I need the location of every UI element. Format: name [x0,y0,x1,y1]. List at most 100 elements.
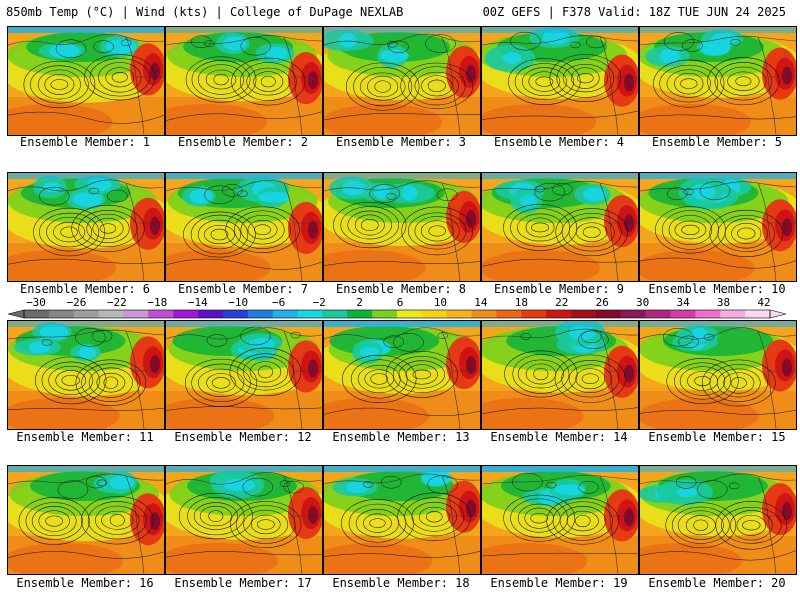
ensemble-map-panel [639,26,797,136]
colorbar-tick-label: 22 [555,296,569,309]
colorbar-segment [148,310,174,318]
temperature-map [166,173,322,281]
ensemble-map-panel [165,320,323,430]
ensemble-map-panel [481,320,639,430]
colorbar-segment [670,310,696,318]
colorbar-tick-label: −30 [26,296,46,309]
colorbar-segment [297,310,323,318]
colorbar-tick-label: −14 [187,296,208,309]
ensemble-map-panel [481,172,639,282]
colorbar-segment [372,310,398,318]
colorbar-tick-label: 2 [356,296,363,309]
ensemble-map-panel [7,26,165,136]
ensemble-map-panel [323,172,481,282]
colorbar-segment [695,310,721,318]
colorbar-tick-label: −2 [312,296,326,309]
temperature-map [324,466,480,574]
colorbar-segment [272,310,298,318]
ensemble-map-panel [639,320,797,430]
colorbar-segment [24,310,50,318]
ensemble-map-panel [481,26,639,136]
panel-caption: Ensemble Member: 13 [332,430,470,444]
ensemble-map-panel [323,320,481,430]
colorbar-segment [73,310,99,318]
ensemble-map-panel [165,26,323,136]
temperature-map [482,321,638,429]
colorbar-tick-label: 30 [636,296,650,309]
colorbar-tick-label: −22 [106,296,127,309]
colorbar-tick-label: −18 [147,296,168,309]
colorbar-segment [620,310,647,318]
temperature-map [640,173,796,281]
colorbar-segment [645,310,671,318]
panel-caption: Ensemble Member: 19 [490,576,628,590]
temperature-map [166,466,322,574]
colorbar-segment [322,310,348,318]
temperature-map [8,27,164,135]
panel-caption: Ensemble Member: 8 [335,282,467,296]
ensemble-map-panel [481,465,639,575]
temperature-map [482,466,638,574]
panel-caption: Ensemble Member: 1 [19,135,151,149]
model-run-info: 00Z GEFS | F378 Valid: 18Z TUE JUN 24 20… [482,5,786,19]
panel-caption: Ensemble Member: 16 [16,576,154,590]
colorbar-segment [198,310,224,318]
colorbar-segment [496,310,522,318]
temperature-map [640,466,796,574]
panel-caption: Ensemble Member: 5 [651,135,783,149]
colorbar-tick-label: −10 [228,296,249,309]
panel-caption: Ensemble Member: 7 [177,282,309,296]
colorbar-segment [48,310,75,318]
colorbar-segment [595,310,622,318]
temperature-map [482,27,638,135]
panel-caption: Ensemble Member: 10 [648,282,786,296]
colorbar-segment [720,310,746,318]
panel-caption: Ensemble Member: 4 [493,135,625,149]
ensemble-map-panel [639,465,797,575]
colorbar-right-arrow [769,309,787,319]
colorbar-tick-label: 14 [474,296,488,309]
colorbar-segment [98,310,124,318]
panel-caption: Ensemble Member: 14 [490,430,628,444]
colorbar-tick-label: 6 [396,296,404,309]
colorbar-tick-label: 10 [433,296,448,309]
ensemble-map-panel [639,172,797,282]
panel-caption: Ensemble Member: 9 [493,282,625,296]
panel-caption: Ensemble Member: 2 [177,135,309,149]
panel-caption: Ensemble Member: 20 [648,576,786,590]
colorbar-left-arrow [7,309,25,319]
colorbar-tick-label: 34 [676,296,690,309]
panel-caption: Ensemble Member: 18 [332,576,470,590]
ensemble-map-panel [7,172,165,282]
temperature-colorbar: −30 −26 −22 −18 −14 −10 −6 −2 2 6 10 14 18 22 26 30 34 38… [0,296,800,322]
colorbar-segment [247,310,274,318]
colorbar-tick-label: 26 [595,296,609,309]
temperature-map [640,321,796,429]
colorbar-segment [347,310,373,318]
ensemble-map-panel [323,465,481,575]
temperature-map [8,466,164,574]
ensemble-map-panel [7,320,165,430]
colorbar-segment [571,310,597,318]
colorbar-segment [123,310,149,318]
panel-caption: Ensemble Member: 12 [174,430,312,444]
colorbar-scale [7,309,787,319]
temperature-map [166,321,322,429]
ensemble-map-panel [323,26,481,136]
colorbar-segment [222,310,249,318]
colorbar-segment [521,310,547,318]
temperature-map [324,173,480,281]
colorbar-segment [471,310,497,318]
colorbar-segment [421,310,448,318]
colorbar-segment [397,310,423,318]
temperature-map [482,173,638,281]
ensemble-map-panel [7,465,165,575]
ensemble-map-panel [165,465,323,575]
temperature-map [324,321,480,429]
panel-caption: Ensemble Member: 11 [16,430,154,444]
colorbar-tick-label: 38 [716,296,731,309]
temperature-map [640,27,796,135]
colorbar-segment [546,310,572,318]
colorbar-tick-label: 42 [757,296,771,309]
